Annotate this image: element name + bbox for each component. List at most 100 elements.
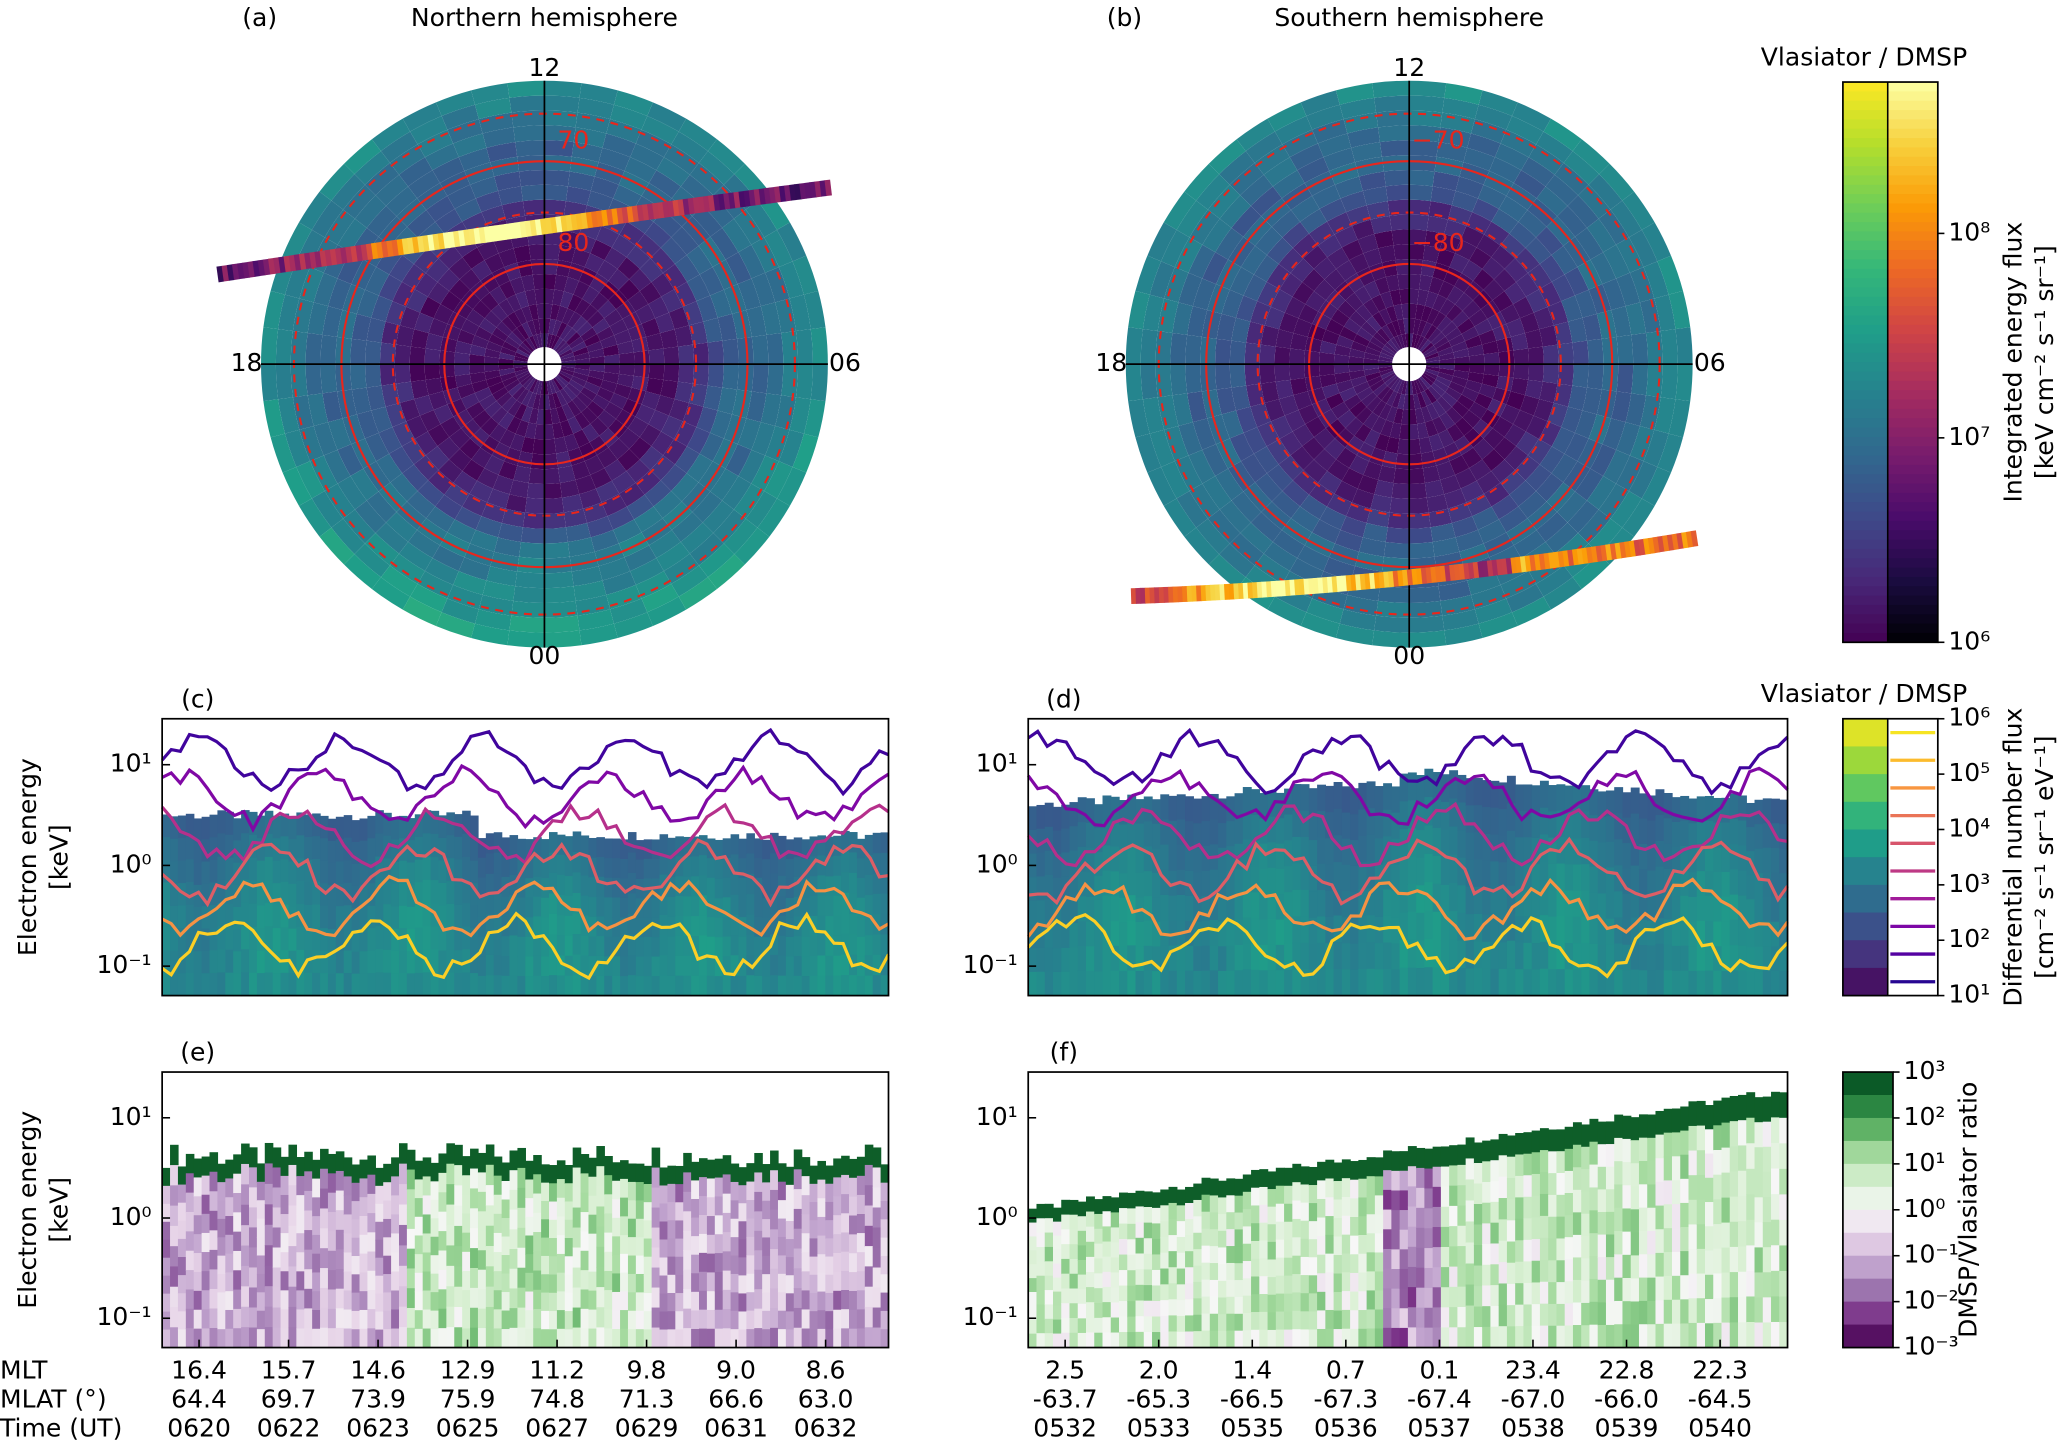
flux-cell: [559, 366, 575, 373]
flux-cell: [201, 883, 211, 907]
flux-cell: [825, 876, 834, 897]
flux-cell: [1318, 471, 1342, 494]
flux-cell: [430, 880, 440, 904]
flux-cell: [1161, 461, 1190, 499]
flux-cell: [407, 490, 436, 519]
ratio-cell: [691, 1217, 700, 1237]
flux-cell: [1409, 615, 1445, 633]
flux-cell: [1525, 289, 1548, 313]
flux-cell: [1493, 437, 1517, 460]
flux-cell: [1314, 279, 1335, 301]
dmsp-track: [437, 232, 446, 250]
flux-cell: [619, 364, 635, 376]
ratio-cell: [1044, 1218, 1054, 1234]
flux-cell: [1385, 436, 1400, 454]
flux-cell: [454, 352, 470, 365]
flux-cell: [713, 509, 746, 544]
flux-cell: [1383, 889, 1393, 917]
flux-cell: [1531, 864, 1541, 892]
dmsp-track: [1496, 559, 1504, 576]
flux-cell: [770, 853, 779, 875]
ratio-cell: [1201, 1296, 1211, 1315]
ratio-cell: [1308, 1311, 1318, 1331]
ratio-cell: [880, 1182, 890, 1202]
flux-cell: [1524, 379, 1543, 400]
flux-cell: [201, 950, 211, 974]
flux-cell: [565, 522, 591, 542]
ratio-cell: [1168, 1283, 1178, 1301]
ratio-cell: [564, 1238, 574, 1257]
dmsp-track: [580, 212, 589, 229]
ratio-cell: [1234, 1313, 1244, 1332]
ratio-cell: [335, 1151, 345, 1172]
flux-cell: [1434, 156, 1464, 177]
ratio-cell: [1209, 1296, 1219, 1315]
flux-cell: [1325, 864, 1335, 892]
flux-cell: [1616, 334, 1634, 365]
flux-cell: [754, 956, 763, 977]
ratio-cell: [406, 1189, 416, 1210]
ratio-cell: [509, 1288, 519, 1309]
flux-cell: [1513, 410, 1534, 432]
flux-cell: [1282, 221, 1310, 248]
flux-cell: [1292, 282, 1315, 305]
ratio-cell: [549, 1311, 558, 1330]
flux-cell: [264, 949, 274, 974]
flux-cell: [1473, 778, 1483, 806]
flux-cell: [312, 881, 321, 906]
ratio-cell: [485, 1327, 495, 1349]
ratio-cell: [485, 1246, 495, 1267]
flux-cell: [517, 975, 526, 997]
flux-cell: [312, 972, 321, 997]
dmsp-track: [226, 264, 235, 281]
flux-cell: [1630, 787, 1640, 815]
colorbar-tick-label: 10²: [1948, 924, 1990, 953]
flux-cell: [454, 836, 463, 861]
flux-cell: [691, 896, 700, 917]
ratio-cell: [1218, 1297, 1227, 1315]
ratio-cell: [296, 1195, 305, 1215]
flux-cell: [722, 877, 732, 898]
dmsp-contour: [1027, 801, 1788, 868]
flux-cell: [1242, 813, 1252, 840]
flux-cell: [1102, 795, 1112, 822]
flux-cell: [1270, 289, 1293, 313]
dmsp-track: [1529, 554, 1537, 572]
flux-cell: [1226, 871, 1236, 897]
ratio-cell: [485, 1205, 495, 1227]
ratio-cell: [256, 1329, 266, 1349]
colorbar-band: [1887, 231, 1938, 242]
flux-cell: [1643, 261, 1669, 299]
flux-cell: [1387, 512, 1410, 529]
dmsp-track: [748, 189, 757, 207]
flux-cell: [1548, 785, 1558, 813]
ratio-cell: [217, 1255, 226, 1275]
flux-cell: [564, 856, 574, 877]
flux-cell: [1209, 919, 1219, 946]
flux-cell: [521, 274, 535, 292]
ratio-cell: [509, 1150, 519, 1171]
flux-cell: [1779, 799, 1789, 825]
dmsp-track: [1671, 533, 1680, 550]
x-tick-label: 0632: [794, 1413, 858, 1442]
ratio-cell: [517, 1267, 526, 1289]
flux-cell: [1531, 943, 1541, 970]
dmsp-track: [1557, 550, 1565, 568]
ratio-cell: [209, 1269, 219, 1290]
flux-cell: [1267, 596, 1307, 626]
ratio-cell: [1176, 1300, 1186, 1317]
flux-cell: [849, 934, 858, 956]
flux-cell: [583, 333, 601, 347]
ratio-cell: [1160, 1315, 1170, 1333]
ratio-cell: [477, 1328, 487, 1349]
flux-cell: [1729, 919, 1739, 946]
flux-cell: [1523, 916, 1533, 944]
ratio-cell: [1119, 1316, 1128, 1333]
flux-cell: [1245, 131, 1283, 163]
flux-cell: [1334, 529, 1363, 552]
flux-cell: [285, 261, 311, 299]
ratio-cell: [1052, 1263, 1062, 1279]
ratio-cell: [1193, 1331, 1203, 1349]
flux-cell: [722, 857, 732, 879]
ratio-cell: [343, 1214, 353, 1235]
